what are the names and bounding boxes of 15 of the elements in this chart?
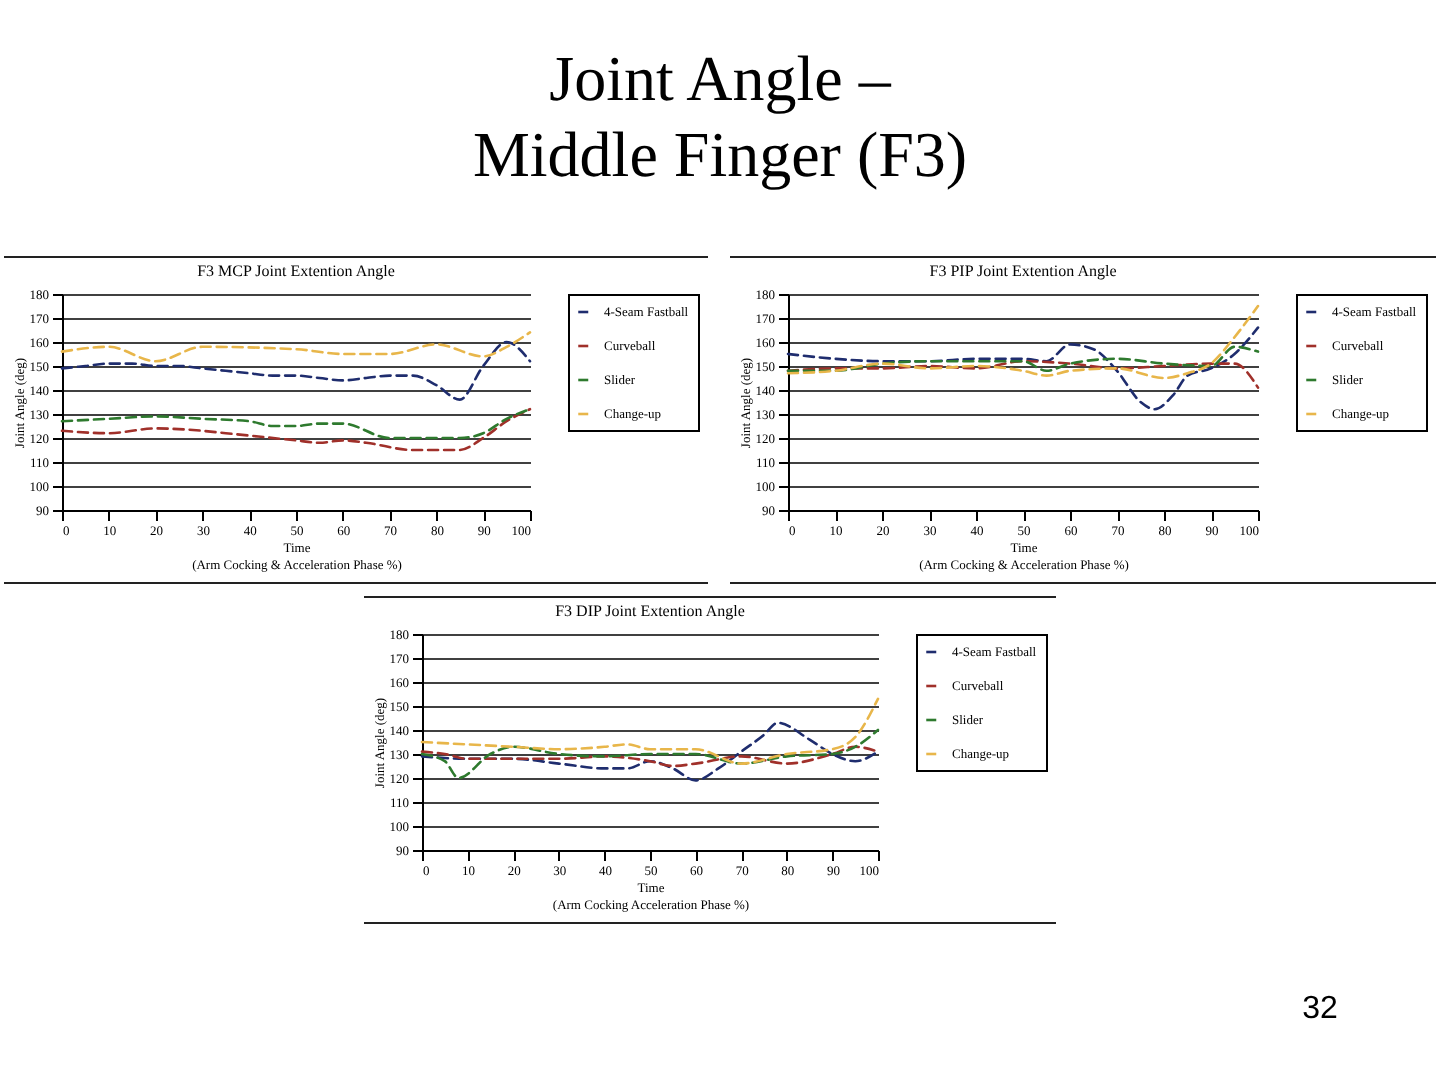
line-series xyxy=(420,745,880,768)
line-series xyxy=(60,331,532,363)
line-series xyxy=(60,407,532,452)
chart-title: F3 DIP Joint Extention Angle xyxy=(555,602,746,620)
chart-title: F3 MCP Joint Extention Angle xyxy=(197,262,396,280)
line-series xyxy=(786,326,1260,411)
text: Joint Angle – Middle Finger (F3) xyxy=(470,40,970,194)
line-series xyxy=(786,345,1260,373)
chart-title: F3 PIP Joint Extention Angle xyxy=(929,262,1118,280)
line-series xyxy=(786,304,1260,380)
text: 32 xyxy=(1300,990,1340,1029)
line-series xyxy=(60,340,532,401)
line-series xyxy=(420,697,880,765)
line-series xyxy=(786,359,1260,389)
line-series xyxy=(60,407,532,440)
